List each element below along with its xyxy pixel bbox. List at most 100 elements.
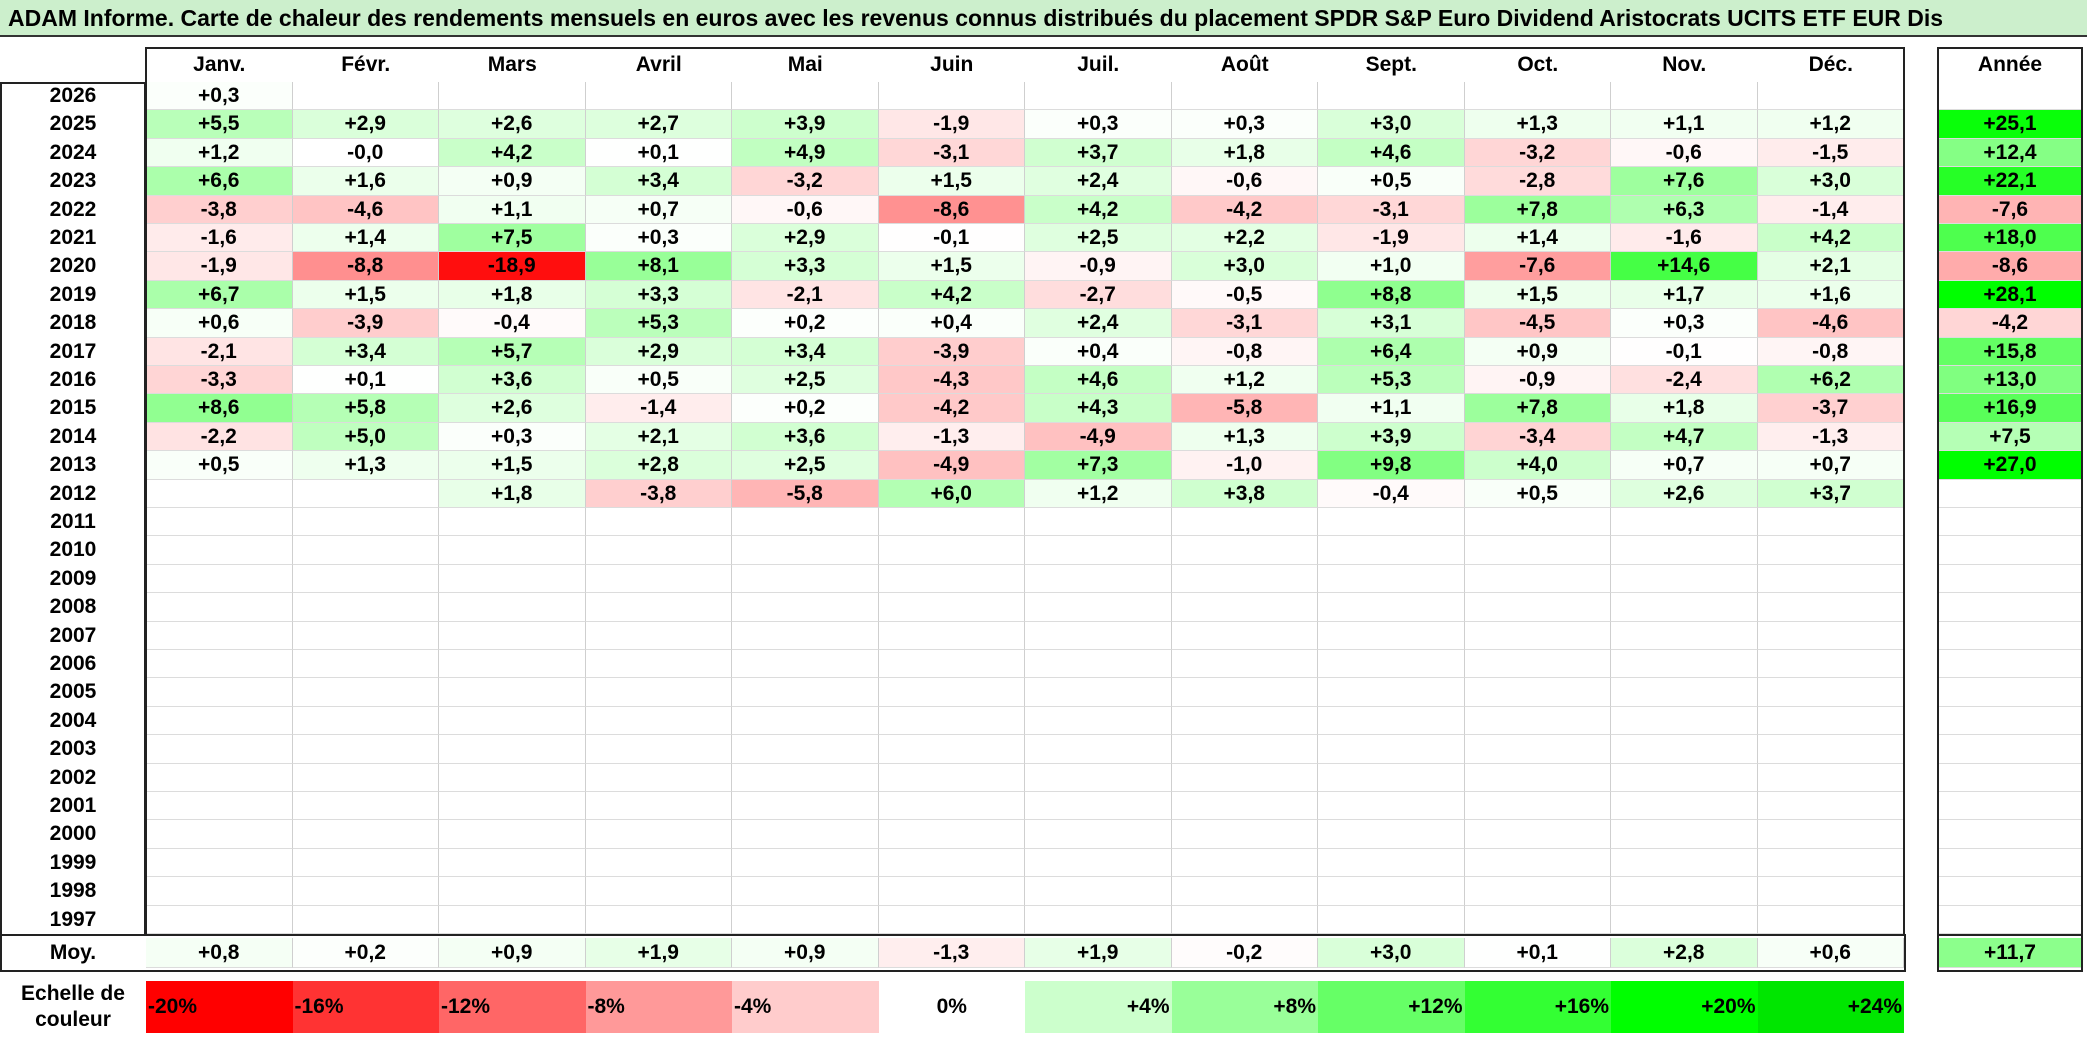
heatmap-cell: +0,6 (146, 309, 293, 338)
heatmap-cell (1464, 820, 1611, 849)
heatmap-cell (146, 508, 293, 537)
heatmap-cell: +3,0 (1757, 167, 1904, 196)
heatmap-cell: +1,4 (292, 224, 439, 253)
heatmap-cell (292, 621, 439, 650)
heatmap-cell: +0,3 (1171, 110, 1318, 139)
heatmap-cell (1171, 508, 1318, 537)
heatmap-cell: -18,9 (439, 252, 586, 281)
heatmap-cell (146, 877, 293, 906)
heatmap-cell: -3,2 (1464, 138, 1611, 168)
heatmap-cell (1611, 905, 1758, 934)
annual-cell (1938, 763, 2082, 792)
heatmap-cell: +9,8 (1318, 451, 1465, 480)
annual-cell (1938, 479, 2082, 508)
heatmap-cell: +1,2 (1025, 479, 1172, 508)
heatmap-cell (878, 82, 1025, 111)
heatmap-cell (732, 621, 879, 650)
heatmap-cell: +3,6 (732, 422, 879, 452)
heatmap-cell: +0,2 (732, 394, 879, 423)
heatmap-cell (1757, 650, 1904, 679)
annual-cell: +13,0 (1938, 366, 2082, 395)
heatmap-cell (878, 621, 1025, 650)
heatmap-cell (439, 508, 586, 537)
heatmap-cell (1464, 536, 1611, 565)
heatmap-cell: +3,9 (732, 110, 879, 139)
heatmap-cell: +0,7 (1757, 451, 1904, 480)
average-cell: +0,9 (439, 938, 586, 968)
row-year-label: 2017 (49, 339, 97, 363)
heatmap-cell: +1,6 (292, 167, 439, 196)
heatmap-cell: +8,1 (585, 252, 732, 281)
row-year-label: 2010 (49, 538, 97, 562)
heatmap-cell: +4,2 (439, 138, 586, 168)
heatmap-cell: -0,9 (1464, 366, 1611, 395)
heatmap-cell: +6,6 (146, 167, 293, 196)
heatmap-cell: -3,9 (292, 309, 439, 338)
heatmap-cell (585, 650, 732, 679)
heatmap-cell: +3,7 (1757, 479, 1904, 508)
average-cell: +3,0 (1318, 938, 1465, 968)
heatmap-cell (1611, 82, 1758, 111)
heatmap-cell (1171, 650, 1318, 679)
heatmap-cell: -1,5 (1757, 138, 1904, 168)
heatmap-cell (292, 650, 439, 679)
heatmap-cell (1318, 763, 1465, 792)
average-cell: +0,1 (1464, 938, 1611, 968)
annual-cell: +27,0 (1938, 451, 2082, 480)
heatmap-cell: +8,6 (146, 394, 293, 423)
column-header: Mars (487, 53, 537, 76)
heatmap-cell: -3,8 (146, 195, 293, 224)
heatmap-cell (1464, 650, 1611, 679)
heatmap-cell (439, 564, 586, 594)
heatmap-cell: +2,9 (585, 337, 732, 366)
heatmap-cell: -3,1 (878, 138, 1025, 168)
heatmap-cell: +0,7 (585, 195, 732, 224)
heatmap-cell (732, 848, 879, 878)
heatmap-cell: +2,9 (292, 110, 439, 139)
heatmap-cell: +1,5 (878, 252, 1025, 281)
heatmap-cell (1464, 877, 1611, 906)
heatmap-cell: +2,9 (732, 224, 879, 253)
annual-cell (1938, 678, 2082, 707)
heatmap-cell: -2,4 (1611, 366, 1758, 395)
heatmap-cell: +2,2 (1171, 224, 1318, 253)
heatmap-cell (1464, 564, 1611, 594)
row-year-label: 2023 (49, 169, 97, 193)
heatmap-cell (1025, 848, 1172, 878)
page-title: ADAM Informe. Carte de chaleur des rende… (0, 0, 2087, 37)
heatmap-cell: -3,4 (1464, 422, 1611, 452)
heatmap-cell (585, 593, 732, 622)
heatmap-cell: -0,4 (1318, 479, 1465, 508)
heatmap-cell (1318, 848, 1465, 878)
heatmap-cell: +5,5 (146, 110, 293, 139)
heatmap-cell (439, 792, 586, 821)
heatmap-cell (1464, 735, 1611, 764)
heatmap-cell (1025, 82, 1172, 111)
heatmap-cell (146, 763, 293, 792)
row-year-label: 2016 (49, 368, 97, 391)
heatmap-cell: -3,1 (1171, 309, 1318, 338)
heatmap-cell (732, 678, 879, 707)
heatmap-cell: +0,7 (1611, 451, 1758, 480)
heatmap-cell: -2,7 (1025, 280, 1172, 310)
heatmap-cell: +2,5 (732, 366, 879, 395)
heatmap-cell (1318, 735, 1465, 764)
heatmap-cell: +1,2 (1757, 110, 1904, 139)
heatmap-cell: +3,1 (1318, 309, 1465, 338)
heatmap-cell: +3,3 (585, 280, 732, 310)
heatmap-cell (585, 82, 732, 111)
heatmap-cell: -4,2 (1171, 195, 1318, 224)
heatmap-cell (1611, 792, 1758, 821)
heatmap-cell (585, 763, 732, 792)
heatmap-cell (1611, 593, 1758, 622)
heatmap-cell (1611, 848, 1758, 878)
heatmap-cell (439, 82, 586, 111)
heatmap-cell (585, 877, 732, 906)
heatmap-cell: +0,1 (585, 138, 732, 168)
heatmap-cell: -4,6 (292, 195, 439, 224)
heatmap-cell: +1,8 (1171, 138, 1318, 168)
row-year-label: 2003 (49, 737, 97, 761)
heatmap-cell: +4,6 (1318, 138, 1465, 168)
heatmap-cell: +1,1 (1318, 394, 1465, 423)
heatmap-cell (585, 536, 732, 565)
